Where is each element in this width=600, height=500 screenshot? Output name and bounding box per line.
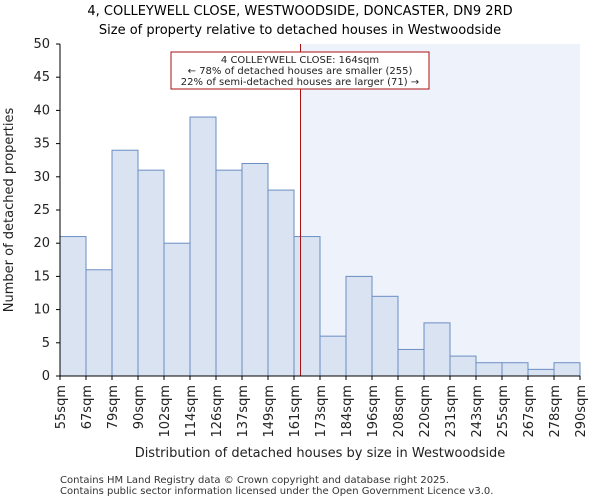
y-tick-label-30: 30 [33, 170, 50, 185]
bar-114sqm [189, 116, 217, 377]
footer-line-1: Contains HM Land Registry data © Crown c… [60, 475, 449, 486]
x-tick-label-161sqm: 161sqm [288, 385, 303, 438]
x-tick-label-137sqm: 137sqm [236, 385, 251, 438]
bar-137sqm [241, 163, 269, 377]
annotation-line-3: 22% of semi-detached houses are larger (… [181, 77, 419, 88]
bars-group [59, 116, 581, 377]
x-tick-label-90sqm: 90sqm [132, 385, 147, 429]
bar-196sqm [371, 295, 399, 377]
x-tick-label-208sqm: 208sqm [392, 385, 407, 438]
y-tick-label-20: 20 [33, 236, 50, 251]
footer-line-2: Contains public sector information licen… [60, 486, 493, 497]
x-tick-label-196sqm: 196sqm [366, 385, 381, 438]
bar-231sqm [449, 355, 477, 377]
x-tick-label-184sqm: 184sqm [340, 385, 355, 438]
x-tick-label-126sqm: 126sqm [210, 385, 225, 438]
bar-220sqm [423, 322, 451, 377]
annotation-box: 4 COLLEYWELL CLOSE: 164sqm ← 78% of deta… [170, 51, 430, 90]
bar-79sqm [111, 149, 139, 377]
x-tick-label-220sqm: 220sqm [418, 385, 433, 438]
y-ticks: 0 5 10 15 20 25 30 35 40 45 50 [33, 37, 60, 384]
y-tick-label-45: 45 [33, 70, 50, 85]
x-tick-label-79sqm: 79sqm [106, 385, 121, 429]
annotation-line-1: 4 COLLEYWELL CLOSE: 164sqm [221, 55, 379, 66]
chart-subtitle: Size of property relative to detached ho… [99, 23, 501, 38]
x-tick-label-255sqm: 255sqm [496, 385, 511, 438]
x-tick-label-231sqm: 231sqm [444, 385, 459, 438]
annotation-line-2: ← 78% of detached houses are smaller (25… [188, 66, 413, 77]
bar-149sqm [267, 189, 295, 377]
y-tick-label-35: 35 [33, 137, 50, 152]
x-tick-label-149sqm: 149sqm [262, 385, 277, 438]
y-tick-label-25: 25 [33, 203, 50, 218]
bar-126sqm [215, 169, 243, 377]
bar-278sqm [553, 362, 581, 377]
x-tick-label-114sqm: 114sqm [184, 385, 199, 438]
bar-102sqm [163, 242, 191, 377]
annotation-border [170, 51, 430, 90]
bar-243sqm [475, 362, 503, 377]
bar-208sqm [397, 348, 425, 377]
y-tick-label-0: 0 [42, 369, 50, 384]
y-axis-label: Number of detached properties [2, 108, 17, 313]
bar-55sqm [59, 236, 87, 377]
bar-255sqm [501, 362, 529, 377]
y-tick-label-10: 10 [33, 303, 50, 318]
x-tick-label-55sqm: 55sqm [54, 385, 69, 429]
x-axis-label: Distribution of detached houses by size … [135, 446, 506, 461]
x-tick-label-267sqm: 267sqm [522, 385, 537, 438]
chart-title: 4, COLLEYWELL CLOSE, WESTWOODSIDE, DONCA… [87, 4, 512, 19]
x-tick-label-67sqm: 67sqm [80, 385, 95, 429]
x-tick-label-243sqm: 243sqm [470, 385, 485, 438]
x-tick-label-102sqm: 102sqm [158, 385, 173, 438]
bar-161sqm [293, 236, 321, 377]
y-tick-label-5: 5 [42, 336, 50, 351]
x-tick-label-173sqm: 173sqm [314, 385, 329, 438]
plot-area: 0 5 10 15 20 25 30 35 40 45 50 55sqm 67sqm 79sqm 90sq… [33, 37, 589, 438]
y-tick-label-50: 50 [33, 37, 50, 52]
bar-67sqm [85, 269, 113, 377]
x-tick-label-278sqm: 278sqm [548, 385, 563, 438]
x-ticks: 55sqm 67sqm 79sqm 90sqm 102sqm 114sqm 126sqm 13… [54, 376, 589, 438]
bar-173sqm [319, 335, 347, 377]
y-tick-label-15: 15 [33, 269, 50, 284]
x-tick-label-290sqm: 290sqm [574, 385, 589, 438]
y-tick-label-40: 40 [33, 103, 50, 118]
bar-267sqm [527, 368, 555, 377]
bar-184sqm [345, 275, 373, 377]
bar-90sqm [137, 169, 165, 377]
